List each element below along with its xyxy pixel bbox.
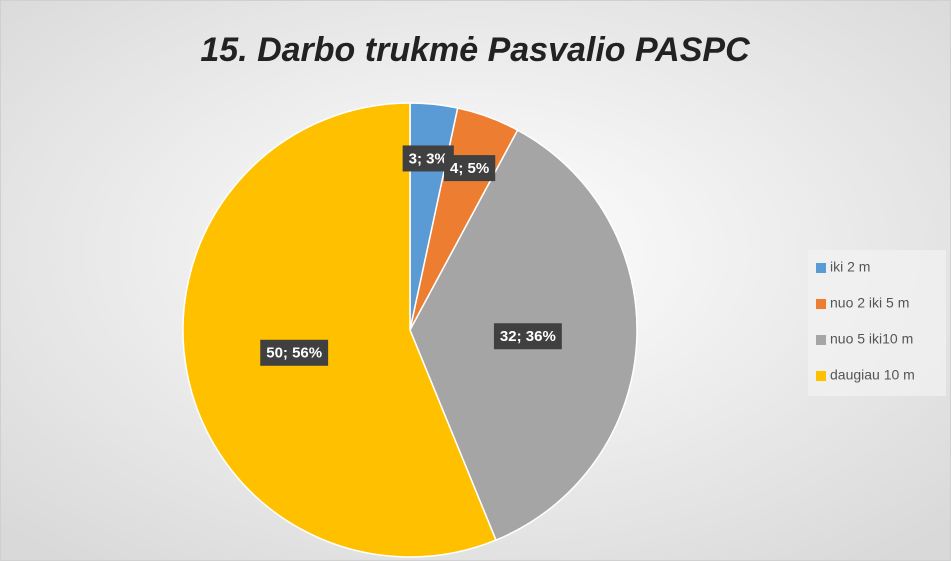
legend-box (808, 250, 946, 396)
data-label-box (260, 339, 329, 366)
data-label: 3; 3% (409, 150, 448, 167)
legend-label: iki 2 m (830, 259, 870, 275)
legend-label: daugiau 10 m (830, 367, 915, 383)
data-label: 4; 5% (450, 160, 489, 177)
chart-title: 15. Darbo trukmė Pasvalio PASPC (200, 31, 750, 69)
legend-label: nuo 5 iki10 m (830, 331, 913, 347)
data-label: 32; 36% (500, 328, 556, 345)
legend-swatch (816, 335, 826, 345)
legend-swatch (816, 371, 826, 381)
legend-label: nuo 2 iki 5 m (830, 295, 909, 311)
legend-swatch (816, 263, 826, 273)
data-label-box (444, 155, 496, 182)
data-label-box (493, 323, 562, 350)
pie-slice (182, 102, 497, 558)
legend-swatch (816, 299, 826, 309)
data-label: 50; 56% (266, 345, 322, 362)
